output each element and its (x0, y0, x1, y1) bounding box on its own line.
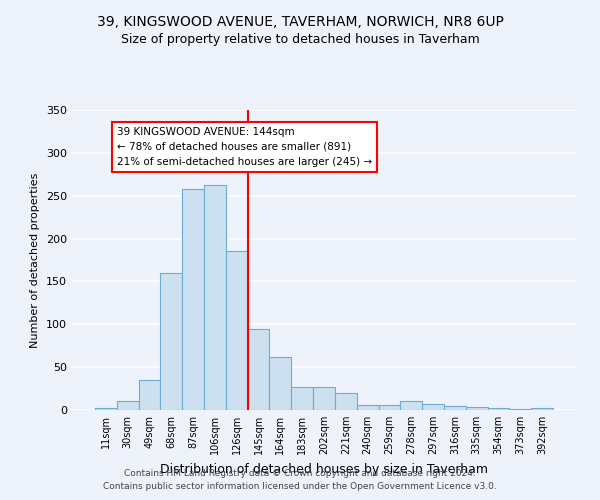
Bar (139, 380, 160, 410)
Bar (422, 404, 444, 410)
Bar (182, 189, 204, 410)
Bar (269, 357, 291, 410)
Bar (357, 405, 379, 410)
Text: Contains HM Land Registry data © Crown copyright and database right 2024.: Contains HM Land Registry data © Crown c… (124, 468, 476, 477)
Text: 39, KINGSWOOD AVENUE, TAVERHAM, NORWICH, NR8 6UP: 39, KINGSWOOD AVENUE, TAVERHAM, NORWICH,… (97, 15, 503, 29)
Bar (226, 252, 248, 410)
Text: 39 KINGSWOOD AVENUE: 144sqm
← 78% of detached houses are smaller (891)
21% of se: 39 KINGSWOOD AVENUE: 144sqm ← 78% of det… (117, 127, 372, 166)
Bar (291, 387, 313, 410)
X-axis label: Distribution of detached houses by size in Taverham: Distribution of detached houses by size … (160, 462, 488, 475)
Bar (400, 402, 422, 410)
Text: Size of property relative to detached houses in Taverham: Size of property relative to detached ho… (121, 32, 479, 46)
Bar (531, 408, 553, 410)
Bar (248, 328, 269, 410)
Y-axis label: Number of detached properties: Number of detached properties (31, 172, 40, 348)
Text: Contains public sector information licensed under the Open Government Licence v3: Contains public sector information licen… (103, 482, 497, 491)
Bar (444, 406, 466, 410)
Bar (466, 408, 488, 410)
Bar (335, 393, 357, 410)
Bar (379, 405, 400, 410)
Bar (509, 409, 531, 410)
Bar (313, 387, 335, 410)
Bar (160, 273, 182, 410)
Bar (95, 408, 117, 410)
Bar (204, 186, 226, 410)
Bar (488, 408, 509, 410)
Bar (117, 402, 139, 410)
